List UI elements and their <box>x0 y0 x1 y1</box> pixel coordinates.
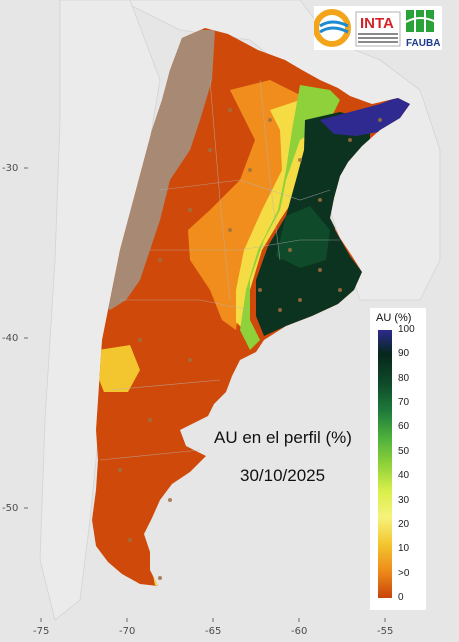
zone-orange <box>188 80 310 330</box>
zone-wet <box>276 206 330 268</box>
zone-patagonia-west <box>96 345 140 392</box>
legend-label: 0 <box>398 592 404 603</box>
fauba-logo-text: FAUBA <box>406 38 440 49</box>
inta-logo-text: INTA <box>360 15 394 32</box>
no-data-mountains <box>100 30 215 310</box>
legend-colorbar <box>378 330 392 598</box>
x-tick-label: -75 <box>33 626 49 637</box>
y-tick-label: -40 <box>2 333 18 344</box>
legend-label: 80 <box>398 372 410 384</box>
map-title: AU en el perfil (%) <box>214 428 352 447</box>
x-tick-label: -55 <box>377 626 393 637</box>
legend-label: 100 <box>398 324 415 335</box>
map-date: 30/10/2025 <box>240 466 326 485</box>
weather-stations <box>118 108 382 580</box>
zone-light-green <box>240 85 340 350</box>
fauba-logo-icon: FAUBA <box>405 10 440 49</box>
legend-label: 10 <box>398 543 410 555</box>
legend-label: 40 <box>398 470 410 482</box>
institution-logos: INTA FAUBA <box>313 6 442 50</box>
x-axis: -75 -70 -65 -60 -55 <box>33 618 393 637</box>
x-tick-label: -70 <box>119 626 135 637</box>
legend-label: 50 <box>398 445 410 457</box>
chile-land <box>39 0 161 621</box>
legend-label: 30 <box>398 494 410 506</box>
legend-label: 60 <box>398 421 410 433</box>
legend-label: >0 <box>398 567 410 579</box>
legend-label: 90 <box>398 348 410 360</box>
zone-yellow <box>236 100 320 330</box>
legend-label: 20 <box>398 518 410 530</box>
y-axis: -30 -40 -50 <box>2 163 28 514</box>
inta-logo-icon: INTA <box>355 11 401 47</box>
water-logo-icon <box>313 9 351 47</box>
x-tick-label: -65 <box>205 626 221 637</box>
x-tick-label: -60 <box>291 626 307 637</box>
y-tick-label: -30 <box>2 163 18 174</box>
color-legend: AU (%) 100 90 80 70 60 50 40 30 20 10 >0 0 <box>370 308 426 610</box>
legend-title: AU (%) <box>376 312 412 324</box>
province-borders <box>99 79 340 461</box>
legend-label: 70 <box>398 397 410 409</box>
y-tick-label: -50 <box>2 503 18 514</box>
